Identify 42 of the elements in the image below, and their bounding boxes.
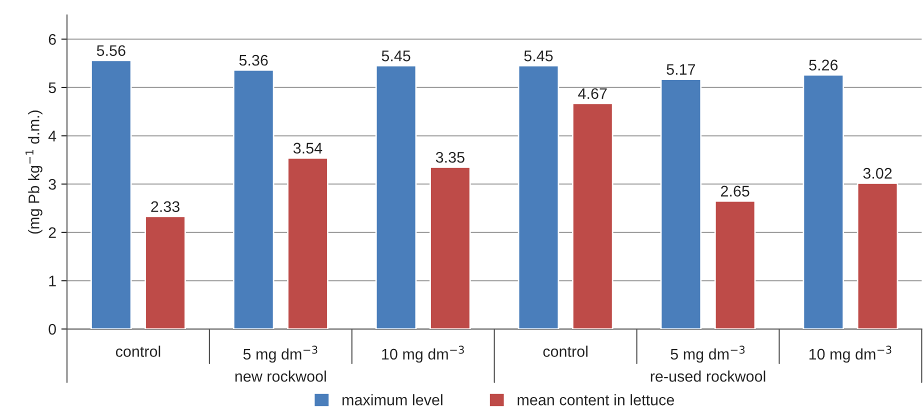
data-label: 5.36 [239, 54, 268, 66]
data-label: 2.33 [151, 201, 180, 212]
data-label: 5.45 [382, 50, 410, 62]
y-axis-title: (mg Pb kg$^{−1}$ d.m.) [26, 110, 42, 234]
legend-label: mean content in lettuce [518, 394, 674, 406]
data-label: 5.26 [809, 60, 838, 71]
bar [287, 157, 328, 330]
y-tick-label: 4 [48, 130, 56, 142]
bar [714, 200, 756, 330]
x-tick-label: 10 mg dm$^{−3}$ [809, 346, 892, 363]
text: new rockwool [235, 370, 326, 382]
y-tick-label: 1 [49, 276, 56, 286]
y-tick-label: 6 [48, 34, 56, 45]
data-label: 5.45 [524, 50, 553, 62]
x-tick-label: 10 mg dm$^{−3}$ [382, 346, 464, 363]
data-label: 3.02 [863, 168, 892, 179]
bar [572, 102, 614, 330]
data-label: 3.54 [293, 142, 322, 154]
x-tick-label: 5 mg dm$^{−3}$ [670, 346, 745, 363]
bar [375, 65, 417, 330]
x-tick-label: control [543, 346, 588, 357]
bar [144, 216, 186, 330]
y-tick-label: 3 [48, 178, 56, 190]
data-label: 2.65 [720, 186, 750, 197]
y-tick-label: 5 [48, 82, 56, 94]
y-tick-label: 2 [48, 227, 56, 238]
bar [90, 60, 132, 330]
bar [430, 166, 471, 330]
y-tick-label: 0 [48, 324, 56, 335]
x-tick-label: 5 mg dm$^{−3}$ [243, 346, 318, 363]
data-label: 4.67 [578, 88, 607, 100]
bar [232, 69, 274, 330]
data-label: 5.17 [666, 64, 696, 75]
bar [660, 78, 702, 330]
data-label: 3.35 [436, 152, 464, 163]
bar [856, 182, 898, 330]
data-label: 5.56 [96, 45, 126, 56]
bar [802, 74, 844, 330]
text: re-used rockwool [650, 370, 766, 382]
legend-label: maximum level [342, 394, 442, 406]
x-tick-label: control [116, 346, 160, 357]
bar [518, 65, 560, 330]
